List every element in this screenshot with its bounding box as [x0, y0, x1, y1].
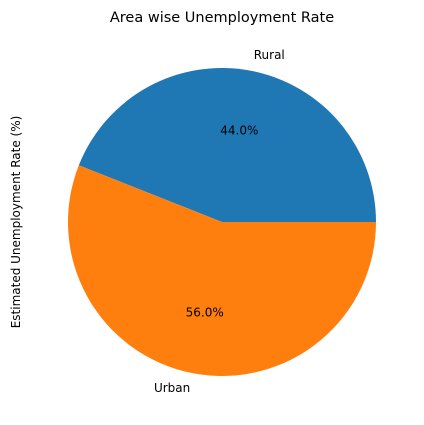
pie-slices	[67, 67, 376, 376]
pie-slice-urban	[67, 165, 376, 376]
pie-slice-rural	[78, 67, 376, 222]
percent-label-rural: 44.0%	[220, 124, 258, 138]
pie-labels: Rural 44.0% Urban 56.0%	[154, 48, 285, 395]
chart-title: Area wise Unemployment Rate	[110, 10, 334, 26]
y-axis-label: Estimated Unemployment Rate (%)	[9, 116, 23, 329]
percent-label-urban: 56.0%	[186, 305, 224, 319]
slice-label-rural: Rural	[254, 48, 285, 62]
slice-label-urban: Urban	[154, 381, 190, 395]
